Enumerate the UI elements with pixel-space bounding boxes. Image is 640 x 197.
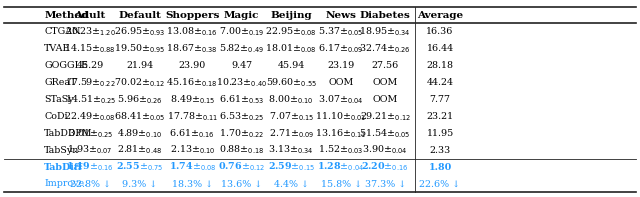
Text: Improve.: Improve. — [44, 179, 87, 189]
Text: 45.16$\pm_{0.18}$: 45.16$\pm_{0.18}$ — [166, 76, 218, 89]
Text: 51.54$\pm_{0.05}$: 51.54$\pm_{0.05}$ — [360, 127, 411, 139]
Text: OOM: OOM — [372, 78, 398, 87]
Text: 3.13$\pm_{0.34}$: 3.13$\pm_{0.34}$ — [268, 144, 314, 156]
Text: 13.16$\pm_{0.11}$: 13.16$\pm_{0.11}$ — [316, 127, 367, 139]
Text: 21.94: 21.94 — [126, 61, 154, 70]
Text: Beijing: Beijing — [271, 10, 312, 20]
Text: 13.6% ↓: 13.6% ↓ — [221, 179, 262, 189]
Text: Adult: Adult — [74, 10, 106, 20]
Text: 3.90$\pm_{0.04}$: 3.90$\pm_{0.04}$ — [362, 144, 408, 156]
Text: Method: Method — [44, 10, 88, 20]
Text: 18.95$\pm_{0.34}$: 18.95$\pm_{0.34}$ — [359, 26, 411, 38]
Text: 1.70$\pm_{0.22}$: 1.70$\pm_{0.22}$ — [219, 127, 264, 139]
Text: TabDDPM: TabDDPM — [44, 129, 93, 138]
Text: 2.13$\pm_{0.10}$: 2.13$\pm_{0.10}$ — [170, 144, 215, 156]
Text: 10.23$\pm_{0.40}$: 10.23$\pm_{0.40}$ — [216, 76, 267, 89]
Text: 0.88$\pm_{0.18}$: 0.88$\pm_{0.18}$ — [219, 144, 264, 156]
Text: OOM: OOM — [372, 95, 398, 104]
Text: 22.6% ↓: 22.6% ↓ — [419, 179, 461, 189]
Text: TabDiff: TabDiff — [44, 163, 83, 172]
Text: 7.07$\pm_{0.15}$: 7.07$\pm_{0.15}$ — [269, 110, 314, 123]
Text: 2.20$\pm_{0.16}$: 2.20$\pm_{0.16}$ — [362, 161, 409, 173]
Text: 18.01$\pm_{0.08}$: 18.01$\pm_{0.08}$ — [266, 43, 317, 55]
Text: 13.08$\pm_{0.16}$: 13.08$\pm_{0.16}$ — [166, 26, 218, 38]
Text: 16.36: 16.36 — [426, 27, 454, 36]
Text: STaSy: STaSy — [44, 95, 74, 104]
Text: 70.02$\pm_{0.12}$: 70.02$\pm_{0.12}$ — [114, 76, 166, 89]
Text: 16.44: 16.44 — [426, 44, 454, 53]
Text: 1.52$\pm_{0.03}$: 1.52$\pm_{0.03}$ — [318, 144, 364, 156]
Text: TVAE: TVAE — [44, 44, 70, 53]
Text: 6.61$\pm_{0.16}$: 6.61$\pm_{0.16}$ — [170, 127, 215, 139]
Text: 11.95: 11.95 — [426, 129, 454, 138]
Text: 17.59$\pm_{0.22}$: 17.59$\pm_{0.22}$ — [65, 76, 115, 89]
Text: 59.60$\pm_{0.55}$: 59.60$\pm_{0.55}$ — [266, 76, 317, 89]
Text: 23.90: 23.90 — [179, 61, 206, 70]
Text: 11.10$\pm_{0.01}$: 11.10$\pm_{0.01}$ — [316, 110, 367, 123]
Text: Magic: Magic — [224, 10, 259, 20]
Text: TabSyn: TabSyn — [44, 146, 79, 155]
Text: CoDi: CoDi — [44, 112, 68, 121]
Text: News: News — [326, 10, 356, 20]
Text: 22.95$\pm_{0.08}$: 22.95$\pm_{0.08}$ — [266, 26, 317, 38]
Text: 32.74$\pm_{0.26}$: 32.74$\pm_{0.26}$ — [360, 43, 411, 55]
Text: Shoppers: Shoppers — [165, 10, 220, 20]
Text: 2.33: 2.33 — [429, 146, 451, 155]
Text: 6.17$\pm_{0.09}$: 6.17$\pm_{0.09}$ — [318, 43, 364, 55]
Text: 23.19: 23.19 — [328, 61, 355, 70]
Text: 6.53$\pm_{0.25}$: 6.53$\pm_{0.25}$ — [219, 110, 264, 123]
Text: 45.29: 45.29 — [76, 61, 104, 70]
Text: 4.89$\pm_{0.10}$: 4.89$\pm_{0.10}$ — [117, 127, 163, 139]
Text: OOM: OOM — [328, 78, 354, 87]
Text: 2.59$\pm_{0.15}$: 2.59$\pm_{0.15}$ — [268, 161, 315, 173]
Text: 18.3% ↓: 18.3% ↓ — [172, 179, 213, 189]
Text: 1.93$\pm_{0.07}$: 1.93$\pm_{0.07}$ — [67, 144, 113, 156]
Text: 2.81$\pm_{0.48}$: 2.81$\pm_{0.48}$ — [117, 144, 163, 156]
Text: 14.51$\pm_{0.25}$: 14.51$\pm_{0.25}$ — [65, 93, 116, 106]
Text: 1.74$\pm_{0.08}$: 1.74$\pm_{0.08}$ — [168, 161, 216, 173]
Text: 23.21: 23.21 — [426, 112, 454, 121]
Text: 3.07$\pm_{0.04}$: 3.07$\pm_{0.04}$ — [318, 93, 364, 106]
Text: 1.28$\pm_{0.04}$: 1.28$\pm_{0.04}$ — [317, 161, 365, 173]
Text: 6.61$\pm_{0.53}$: 6.61$\pm_{0.53}$ — [219, 93, 264, 106]
Text: 26.95$\pm_{0.93}$: 26.95$\pm_{0.93}$ — [114, 26, 166, 38]
Text: 2.71$\pm_{0.09}$: 2.71$\pm_{0.09}$ — [269, 127, 314, 139]
Text: 7.77: 7.77 — [429, 95, 451, 104]
Text: 5.96$\pm_{0.26}$: 5.96$\pm_{0.26}$ — [117, 93, 163, 106]
Text: 8.49$\pm_{0.15}$: 8.49$\pm_{0.15}$ — [170, 93, 215, 106]
Text: 18.67$\pm_{0.38}$: 18.67$\pm_{0.38}$ — [166, 43, 218, 55]
Text: 22.49$\pm_{0.08}$: 22.49$\pm_{0.08}$ — [64, 110, 116, 123]
Text: 3.01$\pm_{0.25}$: 3.01$\pm_{0.25}$ — [68, 127, 113, 139]
Text: 5.37$\pm_{0.05}$: 5.37$\pm_{0.05}$ — [318, 26, 364, 38]
Text: 28.18: 28.18 — [426, 61, 454, 70]
Text: Average: Average — [417, 10, 463, 20]
Text: 17.78$\pm_{0.11}$: 17.78$\pm_{0.11}$ — [166, 110, 218, 123]
Text: 4.4% ↓: 4.4% ↓ — [274, 179, 308, 189]
Text: 9.3% ↓: 9.3% ↓ — [122, 179, 157, 189]
Text: 9.47: 9.47 — [231, 61, 252, 70]
Text: 7.00$\pm_{0.19}$: 7.00$\pm_{0.19}$ — [219, 26, 264, 38]
Text: 27.56: 27.56 — [371, 61, 399, 70]
Text: 45.94: 45.94 — [278, 61, 305, 70]
Text: 8.00$\pm_{0.10}$: 8.00$\pm_{0.10}$ — [269, 93, 314, 106]
Text: 15.8% ↓: 15.8% ↓ — [321, 179, 362, 189]
Text: 1.80: 1.80 — [428, 163, 452, 172]
Text: 0.76$\pm_{0.12}$: 0.76$\pm_{0.12}$ — [218, 161, 265, 173]
Text: GReaT: GReaT — [44, 78, 77, 87]
Text: Default: Default — [118, 10, 161, 20]
Text: 5.82$\pm_{0.49}$: 5.82$\pm_{0.49}$ — [219, 43, 264, 55]
Text: 22.8% ↓: 22.8% ↓ — [70, 179, 111, 189]
Text: 14.15$\pm_{0.88}$: 14.15$\pm_{0.88}$ — [65, 43, 116, 55]
Text: 1.49$\pm_{0.16}$: 1.49$\pm_{0.16}$ — [67, 161, 114, 173]
Text: 19.50$\pm_{0.95}$: 19.50$\pm_{0.95}$ — [114, 43, 166, 55]
Text: 2.55$\pm_{0.75}$: 2.55$\pm_{0.75}$ — [116, 161, 163, 173]
Text: 44.24: 44.24 — [426, 78, 454, 87]
Text: CTGAN: CTGAN — [44, 27, 81, 36]
Text: 29.21$\pm_{0.12}$: 29.21$\pm_{0.12}$ — [360, 110, 411, 123]
Text: GOGGLE: GOGGLE — [44, 61, 88, 70]
Text: 20.23$\pm_{1.20}$: 20.23$\pm_{1.20}$ — [65, 26, 116, 38]
Text: 68.41$\pm_{0.05}$: 68.41$\pm_{0.05}$ — [114, 110, 166, 123]
Text: 37.3% ↓: 37.3% ↓ — [365, 179, 406, 189]
Text: Diabetes: Diabetes — [360, 10, 410, 20]
